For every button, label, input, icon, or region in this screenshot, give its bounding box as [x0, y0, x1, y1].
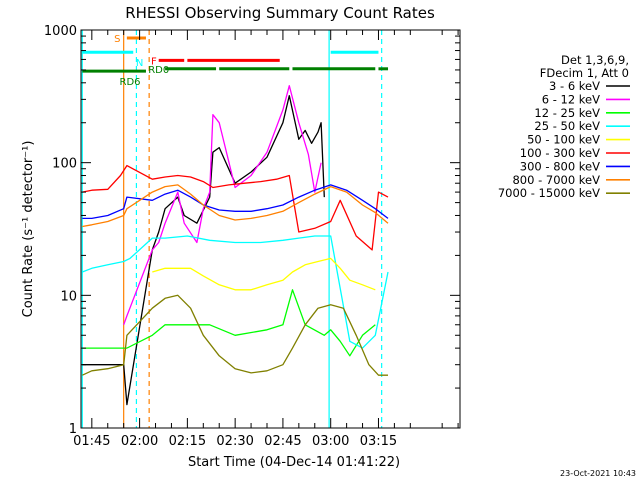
legend-label-6: 300 - 800 keV: [520, 159, 600, 173]
series-line-6: [82, 184, 389, 220]
chart-title: RHESSI Observing Summary Count Rates: [125, 4, 435, 22]
x-tick-label-3: 02:30: [216, 434, 253, 449]
x-tick-label-6: 03:15: [360, 434, 397, 449]
legend-label-0: 3 - 6 keV: [549, 79, 600, 93]
series-line-4: [152, 257, 376, 291]
x-tick-label-4: 02:45: [264, 434, 301, 449]
state-bar-label-0: S: [114, 34, 120, 45]
series-line-5: [82, 164, 389, 251]
state-bar-label-1: N: [136, 58, 143, 69]
legend-label-3: 25 - 50 keV: [534, 119, 600, 133]
footer-timestamp: 23-Oct-2021 10:43: [560, 469, 636, 478]
series-line-2: [82, 289, 376, 357]
legend-label-2: 12 - 25 keV: [534, 106, 600, 120]
state-bar-label-2: F: [151, 56, 157, 67]
legend-header-0: Det 1,3,6,9,: [561, 53, 629, 67]
x-tick-label-2: 02:15: [169, 434, 206, 449]
y-axis-label: Count Rate (s⁻¹ detector⁻¹): [21, 141, 36, 318]
series-line-7: [82, 184, 389, 228]
state-bar-label-3: RD0: [148, 65, 169, 76]
state-bar-label-4: RD6: [120, 77, 141, 88]
legend-label-4: 50 - 100 keV: [527, 133, 600, 147]
x-axis-label: Start Time (04-Dec-14 01:41:22): [188, 455, 400, 470]
legend-label-1: 6 - 12 keV: [542, 92, 600, 106]
x-axis: 01:45 02:00 02:15 02:30 02:45 03:00 03:15: [73, 30, 459, 449]
y-tick-label-3: 1000: [44, 24, 77, 39]
instrument-state-lines: [81, 30, 383, 428]
legend-header-1: FDecim 1, Att 0: [540, 66, 629, 80]
plot-frame: [80, 29, 461, 429]
legend-label-7: 800 - 7000 keV: [512, 173, 600, 187]
y-tick-label-1: 10: [60, 289, 77, 304]
legend-label-5: 100 - 300 keV: [520, 146, 600, 160]
series-line-8: [82, 294, 388, 376]
series-line-1: [123, 85, 322, 326]
series-line-3: [82, 235, 389, 349]
series-lines: [82, 85, 389, 406]
y-axis: 1 10 100 1000: [44, 24, 460, 437]
y-tick-label-0: 1: [69, 422, 77, 437]
x-tick-label-1: 02:00: [121, 434, 158, 449]
legend-label-8: 7000 - 15000 keV: [498, 186, 600, 200]
x-tick-label-0: 01:45: [73, 434, 110, 449]
y-tick-label-2: 100: [52, 157, 77, 172]
x-tick-label-5: 03:00: [312, 434, 349, 449]
